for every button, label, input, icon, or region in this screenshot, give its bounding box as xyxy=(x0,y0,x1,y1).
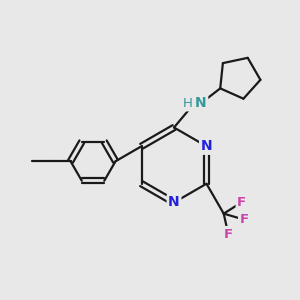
Text: F: F xyxy=(224,227,233,241)
Text: N: N xyxy=(201,139,212,153)
Text: F: F xyxy=(237,196,246,209)
Text: F: F xyxy=(240,213,249,226)
Text: N: N xyxy=(195,96,207,110)
Text: N: N xyxy=(168,196,180,209)
Text: H: H xyxy=(183,97,193,110)
